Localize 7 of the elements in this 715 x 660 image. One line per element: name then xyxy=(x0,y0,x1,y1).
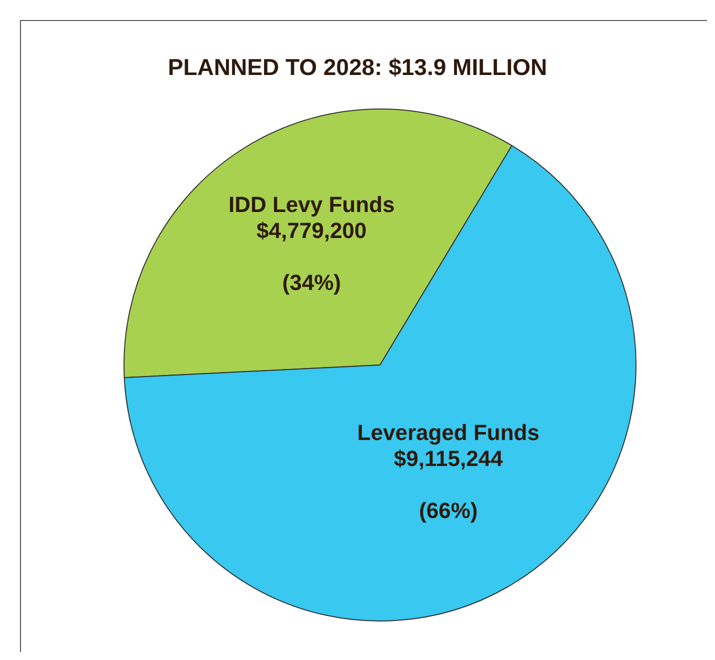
slice-label: Leveraged Funds xyxy=(357,420,540,446)
chart-title: PLANNED TO 2028: $13.9 MILLION xyxy=(166,54,548,81)
data-label: $4,779,200 xyxy=(256,218,367,243)
text: (34%) xyxy=(282,270,341,295)
data-label: $9,115,244 xyxy=(394,446,504,472)
slice-label: IDD Levy Funds xyxy=(228,192,395,217)
text: (66%) xyxy=(419,498,478,524)
